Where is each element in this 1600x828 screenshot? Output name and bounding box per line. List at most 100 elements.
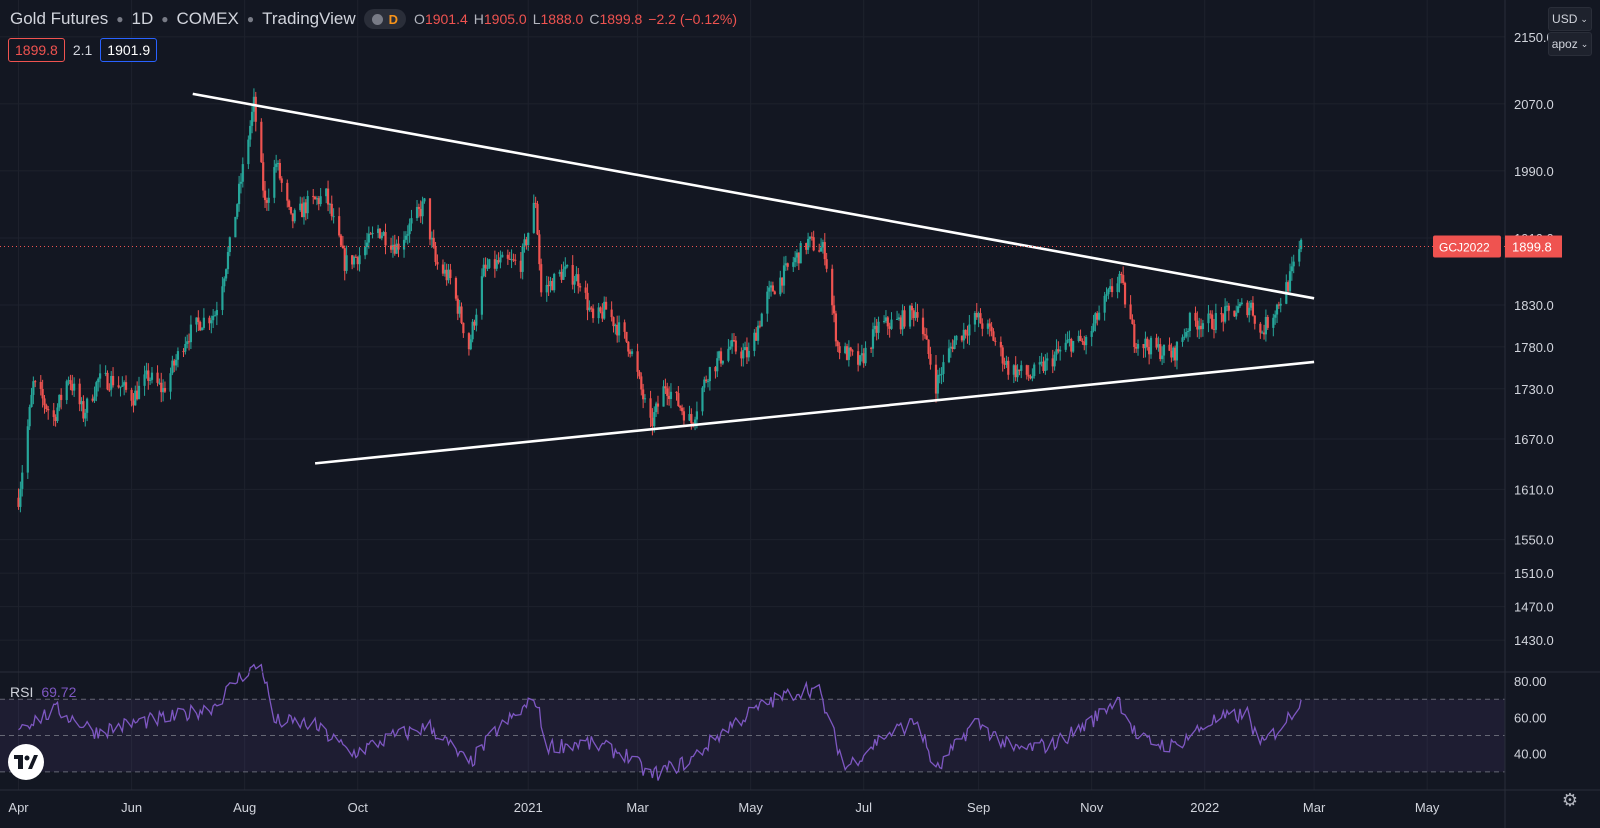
candle-body [43,398,45,405]
sell-button[interactable]: 1899.8 [8,38,65,62]
candle-body [1291,266,1293,271]
open-value: 1901.4 [425,11,468,27]
candle-body [86,399,88,413]
candle-body [579,286,581,287]
candle-body [507,255,509,259]
candle-body [644,398,646,399]
candle-body [84,413,86,419]
candle-body [288,201,290,207]
candle-body [1111,286,1113,292]
candle-body [273,167,275,198]
candle-body [553,274,555,290]
candle-body [1122,275,1124,283]
candle-body [864,348,866,363]
gear-icon[interactable]: ⚙ [1562,790,1578,811]
candle-body [397,244,399,250]
legend: Gold Futures ● 1D ● COMEX ● TradingView … [10,8,737,30]
candle-body [1130,304,1132,319]
candle-body [1031,376,1033,378]
high-key: H [474,11,484,27]
scale-select[interactable]: apoz ⌄ [1548,32,1592,56]
candle-body [1092,323,1094,331]
candle-body [940,374,942,375]
candle-body [707,381,709,382]
rsi-label[interactable]: RSI [10,684,33,700]
candle-body [890,320,892,329]
candle-body [653,412,655,426]
candle-body [223,278,225,286]
candle-body [1235,313,1237,317]
candle-body [238,184,240,204]
candle-body [247,140,249,165]
x-tick-label: Apr [8,800,29,815]
candlesticks [17,88,1302,512]
candle-body [926,335,928,339]
x-tick-label: Jul [855,800,872,815]
currency-label: USD [1552,12,1577,26]
separator-dot: ● [116,12,123,26]
candle-body [73,384,75,391]
candle-body [175,360,177,366]
candle-body [929,354,931,365]
candle-body [649,398,651,417]
candle-body [877,322,879,333]
delayed-badge: D [389,12,398,27]
candle-body [625,332,627,342]
candle-body [612,317,614,326]
candle-body [19,489,21,507]
candle-body [138,386,140,399]
high-value: 1905.0 [484,11,527,27]
candle-body [826,259,828,269]
candle-body [216,310,218,315]
candle-body [342,246,344,248]
rsi-tick-label: 40.00 [1514,747,1547,762]
candle-body [260,122,262,162]
candle-body [53,410,55,417]
candle-body [1202,323,1204,329]
candle-body [1131,319,1133,324]
rsi-tick-label: 80.00 [1514,674,1547,689]
market-status-pill[interactable]: D [364,9,406,29]
candle-body [1146,339,1148,347]
symbol-title[interactable]: Gold Futures [10,9,108,29]
tradingview-logo-icon[interactable] [8,744,44,780]
candle-body [1105,294,1107,296]
candle-body [1211,315,1213,329]
candle-body [147,370,149,380]
candle-body [264,191,266,200]
candle-body [69,380,71,384]
candle-body [1267,317,1269,328]
interval-label[interactable]: 1D [132,9,154,29]
candle-body [249,126,251,140]
candle-body [433,238,435,247]
trendlines[interactable] [193,94,1314,464]
candle-body [371,233,373,234]
candle-body [1293,262,1295,267]
candle-body [694,420,696,424]
candle-body [992,331,994,341]
candle-body [236,204,238,217]
candle-body [1241,303,1243,304]
candle-body [251,112,253,126]
candle-body [705,379,707,381]
candle-body [340,235,342,245]
candle-body [748,351,750,357]
y-tick-label: 2070.0 [1514,97,1554,112]
candle-body [99,373,101,378]
candle-body [242,164,244,182]
candle-body [177,351,179,360]
buy-button[interactable]: 1901.9 [100,38,157,62]
candle-body [268,198,270,203]
candle-body [761,314,763,327]
candle-body [675,392,677,393]
candle-body [533,203,535,233]
candle-body [156,373,158,383]
candle-body [460,306,462,322]
candle-body [850,348,852,351]
candle-body [757,326,759,341]
candle-body [210,320,212,323]
candle-body [1189,313,1191,331]
currency-select[interactable]: USD ⌄ [1548,7,1592,31]
candle-body [214,315,216,316]
